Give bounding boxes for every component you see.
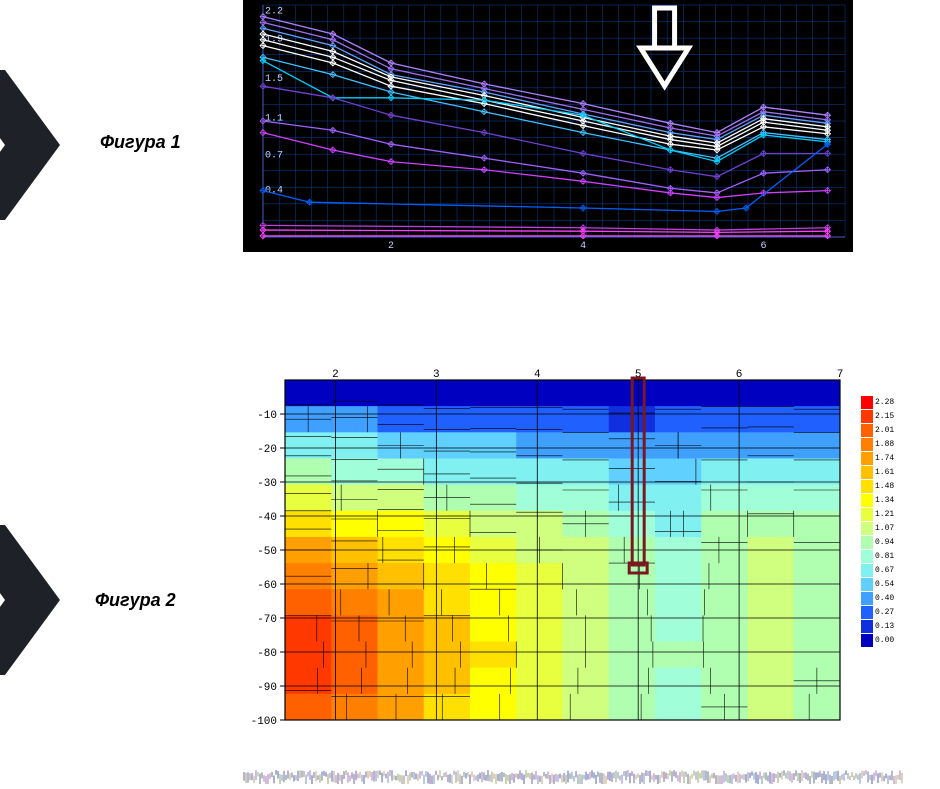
legend-entry: 1.74: [861, 451, 901, 465]
color-legend: 2.28 2.15 2.01 1.88 1.74 1.61 1.48 1.34 1.21 1.07…: [861, 395, 901, 647]
svg-text:4: 4: [580, 241, 586, 252]
legend-entry: 0.00: [861, 633, 901, 647]
legend-entry: 2.01: [861, 423, 901, 437]
svg-text:-100: -100: [251, 716, 277, 728]
legend-value: 0.67: [875, 566, 894, 575]
svg-text:2: 2: [388, 241, 394, 252]
legend-value: 0.81: [875, 552, 894, 561]
legend-value: 0.13: [875, 622, 894, 631]
svg-text:-60: -60: [257, 580, 277, 592]
figure-1-marker: [0, 70, 60, 220]
svg-text:-10: -10: [257, 410, 277, 422]
legend-value: 1.07: [875, 524, 894, 533]
noise-strip: [243, 770, 905, 784]
figure-2-label: Фигура 2: [95, 590, 176, 611]
legend-entry: 2.28: [861, 395, 901, 409]
legend-value: 0.40: [875, 594, 894, 603]
svg-text:-20: -20: [257, 444, 277, 456]
figure-2-marker: [0, 525, 60, 675]
legend-entry: 0.13: [861, 619, 901, 633]
figure-1-label: Фигура 1: [100, 132, 181, 153]
legend-entry: 1.34: [861, 493, 901, 507]
legend-value: 0.00: [875, 636, 894, 645]
legend-value: 1.48: [875, 482, 894, 491]
svg-text:6: 6: [736, 369, 743, 381]
legend-entry: 1.21: [861, 507, 901, 521]
legend-entry: 1.88: [861, 437, 901, 451]
legend-entry: 0.40: [861, 591, 901, 605]
svg-text:2: 2: [332, 369, 339, 381]
legend-entry: 0.54: [861, 577, 901, 591]
svg-text:4: 4: [534, 369, 541, 381]
svg-text:-90: -90: [257, 682, 277, 694]
legend-entry: 1.48: [861, 479, 901, 493]
svg-text:-40: -40: [257, 512, 277, 524]
legend-entry: 2.15: [861, 409, 901, 423]
legend-entry: 0.81: [861, 549, 901, 563]
svg-text:0.7: 0.7: [265, 150, 283, 161]
svg-text:-50: -50: [257, 546, 277, 558]
figure-2-chart: 234567-10-20-30-40-50-60-70-80-90-1002.2…: [243, 365, 905, 735]
svg-text:6: 6: [761, 241, 767, 252]
svg-text:2.2: 2.2: [265, 7, 283, 18]
svg-text:1.5: 1.5: [265, 74, 283, 85]
legend-value: 1.88: [875, 440, 894, 449]
figure-1-chart: 2.21.91.51.10.70.4246: [243, 0, 853, 252]
svg-text:7: 7: [837, 369, 844, 381]
svg-text:3: 3: [433, 369, 440, 381]
legend-value: 2.15: [875, 412, 894, 421]
legend-value: 1.61: [875, 468, 894, 477]
legend-value: 1.34: [875, 496, 894, 505]
svg-text:-80: -80: [257, 648, 277, 660]
legend-entry: 0.27: [861, 605, 901, 619]
legend-value: 0.54: [875, 580, 894, 589]
legend-value: 1.74: [875, 454, 894, 463]
legend-value: 2.01: [875, 426, 894, 435]
legend-value: 0.27: [875, 608, 894, 617]
legend-entry: 0.94: [861, 535, 901, 549]
legend-value: 2.28: [875, 398, 894, 407]
svg-text:-70: -70: [257, 614, 277, 626]
legend-value: 0.94: [875, 538, 894, 547]
legend-entry: 1.07: [861, 521, 901, 535]
svg-text:-30: -30: [257, 478, 277, 490]
legend-entry: 0.67: [861, 563, 901, 577]
legend-value: 1.21: [875, 510, 894, 519]
legend-entry: 1.61: [861, 465, 901, 479]
